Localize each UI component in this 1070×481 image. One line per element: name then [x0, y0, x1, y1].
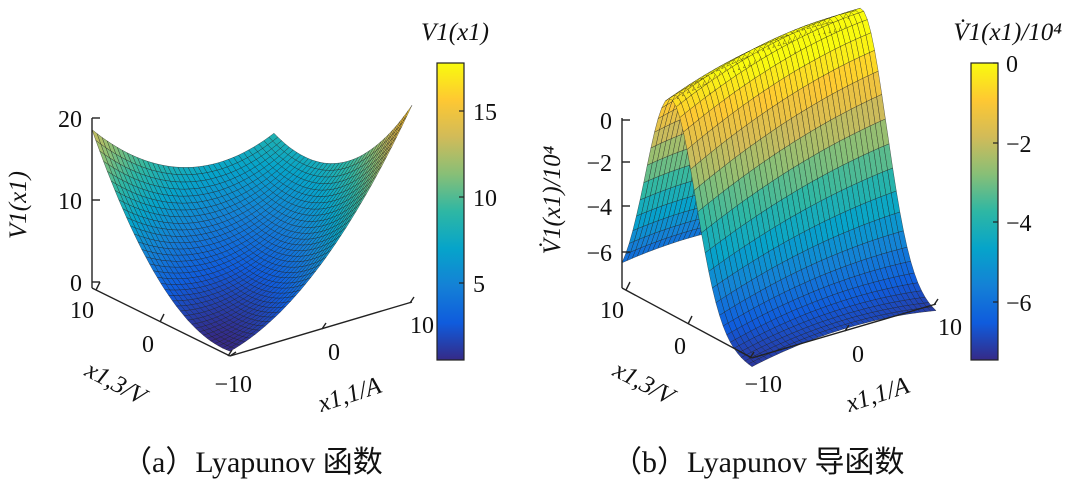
y-tick-a-2: −10 — [214, 372, 252, 398]
x-axis-label-b: x1,1/A — [842, 372, 913, 418]
z-tick-b-1: −2 — [586, 151, 612, 177]
colorbar-b-tick-m6: −6 — [1006, 291, 1032, 317]
z-tick-a-0: 20 — [58, 107, 82, 133]
y-tick-b-2: −10 — [744, 372, 782, 398]
axes-b — [621, 118, 939, 359]
colorbar-b-title: V̇1(x1)/10⁴ — [953, 19, 1062, 46]
z-axis-label-b: V̇1(x1)/10⁴ — [539, 145, 566, 254]
colorbar-a — [436, 62, 465, 361]
x-tick-b-2: 10 — [938, 315, 962, 341]
caption-a: （a）Lyapunov 函数 — [122, 446, 383, 479]
y-tick-a-1: 0 — [142, 332, 154, 358]
y-axis-line-b — [621, 287, 753, 359]
x-tick-a-2: 10 — [410, 313, 434, 339]
colorbar-a-ticks — [459, 110, 464, 284]
colorbar-b — [970, 62, 999, 361]
colorbar-b-tick-m2: −2 — [1006, 132, 1032, 158]
colorbar-a-tick-15: 15 — [473, 100, 497, 126]
y-axis-label-b: x1,3/V — [608, 356, 681, 412]
surface-b — [621, 7, 937, 367]
caption-b: （b）Lyapunov 导函数 — [612, 446, 905, 479]
surface-a — [91, 105, 413, 352]
colorbar-b-tick-m4: −4 — [1006, 211, 1032, 237]
colorbar-b-ticks — [993, 62, 998, 303]
x-tick-a-1: 0 — [328, 340, 340, 366]
z-tick-a-1: 10 — [58, 189, 82, 215]
colorbar-a-tick-10: 10 — [473, 186, 497, 212]
colorbar-b-tick-0: 0 — [1006, 52, 1018, 78]
colorbar-a-tick-5: 5 — [473, 272, 485, 298]
y-axis-label-a: x1,3/V — [80, 356, 153, 412]
y-tick-a-0: 10 — [70, 298, 94, 324]
panel-b: 0 −2 −4 −6 10 0 −10 0 10 V̇1(x1)/10⁴ x1,… — [539, 7, 1062, 418]
x-axis-line-b — [751, 303, 937, 359]
panel-a: 20 10 0 10 0 −10 0 10 V1(x1) x1,3/V x1,1… — [5, 19, 497, 418]
z-tick-b-3: −6 — [586, 241, 612, 267]
z-tick-b-0: 0 — [600, 109, 612, 135]
y-tick-b-0: 10 — [600, 298, 624, 324]
y-axis-line-a — [91, 287, 231, 357]
z-tick-a-2: 0 — [70, 271, 82, 297]
axes-a — [91, 117, 415, 357]
surface-cell — [402, 105, 413, 122]
z-tick-b-2: −4 — [586, 195, 612, 221]
y-tick-b-1: 0 — [674, 334, 686, 360]
z-axis-label-a: V1(x1) — [5, 171, 32, 239]
colorbar-a-title: V1(x1) — [421, 19, 489, 46]
x-axis-line-a — [229, 301, 413, 357]
x-axis-label-a: x1,1/A — [314, 372, 385, 418]
surface-cell — [926, 306, 937, 312]
x-tick-b-1: 0 — [852, 342, 864, 368]
